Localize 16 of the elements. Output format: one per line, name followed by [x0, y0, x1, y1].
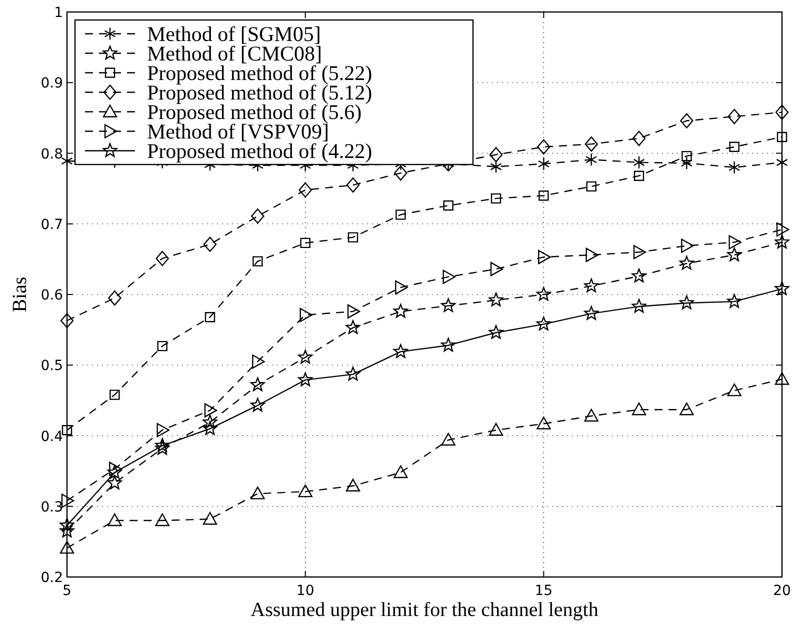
x-tick-label: 10: [296, 583, 314, 599]
y-tick-label: 0.8: [40, 146, 63, 162]
y-tick-label: 0.6: [40, 288, 64, 304]
y-tick-label: 0.4: [40, 428, 64, 445]
x-axis-title: Assumed upper limit for the channel length: [250, 599, 598, 621]
x-tick-label: 20: [773, 583, 791, 599]
y-tick-label: 0.7: [40, 216, 63, 233]
y-axis-title: Bias: [9, 276, 31, 312]
x-tick-label: 5: [62, 583, 72, 599]
legend-label: Method of [SGM05]: [147, 22, 321, 46]
y-tick-label: 0.5: [40, 358, 63, 374]
y-tick-label: 0.9: [40, 76, 63, 92]
y-tick-label: 0.3: [40, 499, 63, 516]
x-tick-label: 15: [534, 583, 553, 599]
y-tick-label: 1: [54, 5, 63, 21]
y-tick-label: 0.2: [40, 570, 63, 586]
